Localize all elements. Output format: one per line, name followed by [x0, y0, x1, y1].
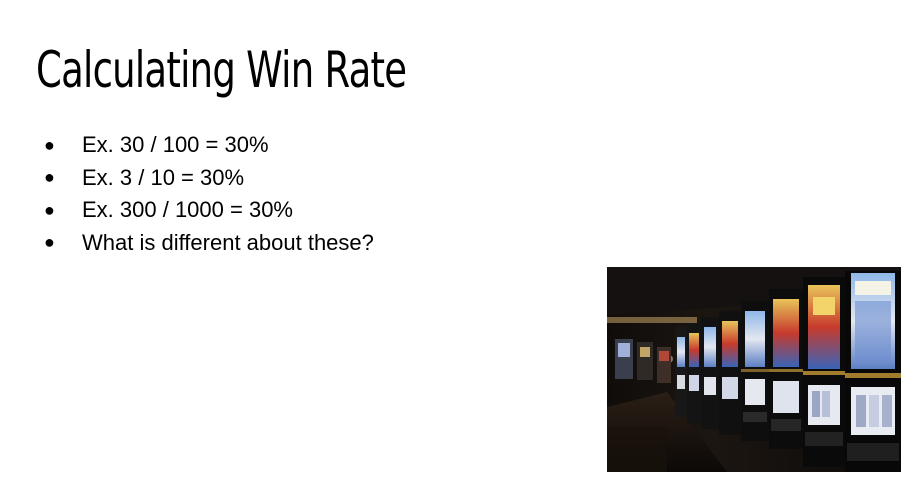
bullet-list: ● Ex. 30 / 100 = 30% ● Ex. 3 / 10 = 30% … [44, 129, 374, 259]
bullet-text: Ex. 30 / 100 = 30% [82, 132, 269, 158]
bullet-text: What is different about these? [82, 229, 374, 255]
bullet-dot-icon: ● [44, 199, 55, 220]
slide-title: Calculating Win Rate [36, 41, 407, 99]
bullet-dot-icon: ● [44, 232, 55, 253]
bullet-text: Ex. 3 / 10 = 30% [82, 164, 245, 190]
bullet-item: ● What is different about these? [44, 227, 374, 260]
bullet-dot-icon: ● [44, 134, 55, 155]
bullet-item: ● Ex. 3 / 10 = 30% [44, 162, 374, 195]
bullet-item: ● Ex. 30 / 100 = 30% [44, 129, 374, 162]
bullet-dot-icon: ● [44, 167, 55, 188]
bullet-item: ● Ex. 300 / 1000 = 30% [44, 194, 374, 227]
slot-machines-photo [607, 267, 901, 472]
bullet-text: Ex. 300 / 1000 = 30% [82, 197, 293, 223]
